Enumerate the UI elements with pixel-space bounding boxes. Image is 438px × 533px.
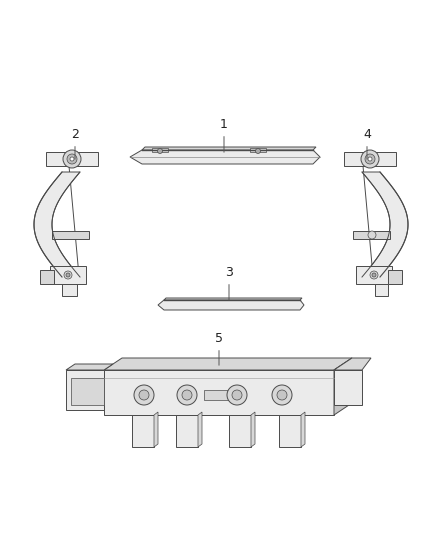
Circle shape (63, 150, 81, 168)
Polygon shape (344, 152, 396, 166)
Text: 2: 2 (71, 128, 79, 159)
Polygon shape (152, 148, 168, 152)
Circle shape (372, 273, 376, 277)
Polygon shape (164, 298, 302, 300)
Circle shape (232, 390, 242, 400)
Polygon shape (158, 300, 304, 310)
Polygon shape (334, 370, 362, 405)
Polygon shape (130, 150, 320, 164)
Polygon shape (104, 370, 334, 415)
Circle shape (227, 385, 247, 405)
Polygon shape (46, 152, 98, 166)
Polygon shape (198, 412, 202, 447)
Circle shape (255, 149, 261, 154)
Circle shape (182, 390, 192, 400)
Circle shape (272, 385, 292, 405)
Circle shape (67, 154, 77, 164)
Polygon shape (154, 412, 158, 447)
Polygon shape (229, 415, 251, 447)
Polygon shape (62, 284, 77, 296)
Circle shape (64, 271, 72, 279)
Circle shape (277, 390, 287, 400)
Circle shape (66, 273, 70, 277)
Text: 1: 1 (220, 118, 228, 152)
Circle shape (134, 385, 154, 405)
Polygon shape (50, 266, 86, 284)
Polygon shape (356, 266, 392, 284)
Polygon shape (66, 370, 104, 410)
Circle shape (368, 157, 372, 161)
Circle shape (361, 150, 379, 168)
Circle shape (177, 385, 197, 405)
Polygon shape (388, 270, 402, 284)
Circle shape (139, 390, 149, 400)
Polygon shape (250, 148, 266, 152)
Polygon shape (334, 358, 352, 415)
Polygon shape (204, 390, 234, 400)
Polygon shape (363, 166, 373, 276)
Polygon shape (66, 364, 113, 370)
Polygon shape (353, 231, 390, 239)
Polygon shape (142, 147, 316, 150)
Polygon shape (362, 172, 408, 277)
Text: 5: 5 (215, 332, 223, 365)
Polygon shape (334, 358, 371, 370)
Circle shape (158, 149, 162, 154)
Text: 3: 3 (225, 266, 233, 300)
Circle shape (365, 154, 375, 164)
Polygon shape (176, 415, 198, 447)
Polygon shape (279, 415, 301, 447)
Polygon shape (251, 412, 255, 447)
Polygon shape (40, 270, 54, 284)
Polygon shape (132, 415, 154, 447)
Circle shape (370, 271, 378, 279)
Polygon shape (34, 172, 80, 277)
Circle shape (70, 157, 74, 161)
Polygon shape (52, 231, 89, 239)
Polygon shape (71, 378, 104, 405)
Polygon shape (69, 166, 79, 276)
Polygon shape (104, 358, 352, 370)
Circle shape (368, 231, 376, 239)
Text: 4: 4 (363, 128, 371, 159)
Polygon shape (301, 412, 305, 447)
Polygon shape (375, 284, 388, 296)
